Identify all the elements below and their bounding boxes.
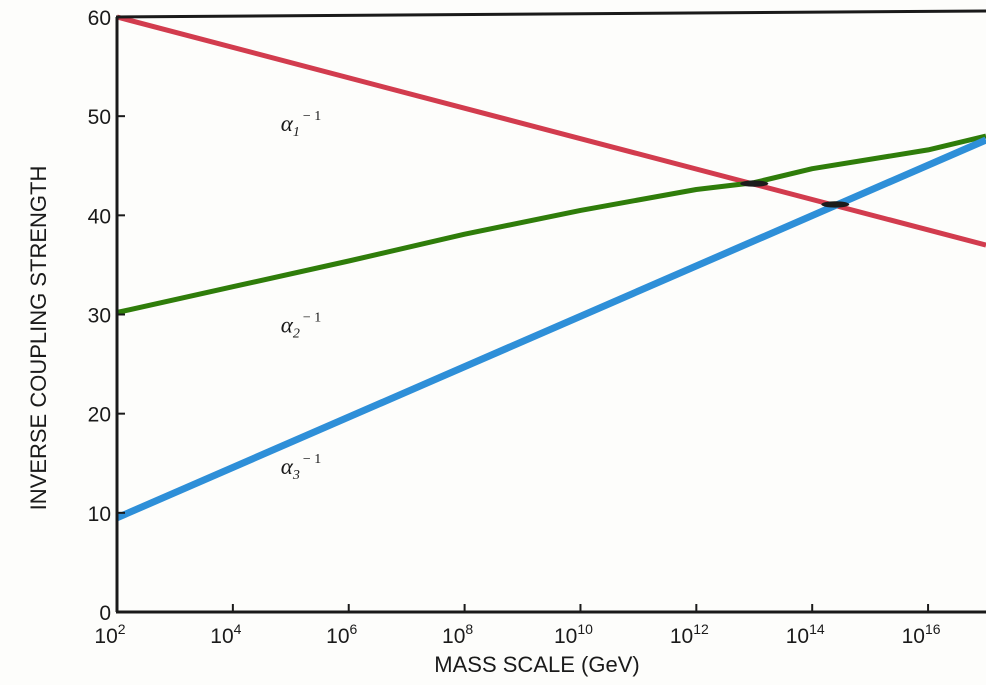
y-tick-label: 60 [88,7,111,30]
series-label-1: α1− 1 [281,109,321,140]
y-tick-label: 20 [88,404,111,427]
plot-frame [115,9,986,614]
y-tick-label: 0 [99,602,111,625]
x-axis-title: MASS SCALE (GeV) [434,652,639,677]
tick-layer: 0 10 20 30 40 50 60 102 104 106 108 1010 1012 1014 101… [88,7,941,648]
x-tick-label: 1012 [670,621,709,648]
series-layer [115,14,986,522]
top-border-line [115,9,986,19]
x-tick-label: 108 [442,621,473,648]
y-tick-label: 50 [88,106,111,129]
x-tick-label: 1010 [554,621,593,648]
series-label-3: α3− 1 [281,452,321,483]
intersection-marker-1 [740,180,769,187]
series-label-layer: α1− 1 α2− 1 α3− 1 [281,109,321,483]
x-tick-label: 102 [94,621,125,648]
x-tick-label: 1016 [902,621,941,648]
series-line-2 [116,133,986,315]
x-tick-label: 104 [210,621,241,648]
x-tick-label: 106 [326,621,357,648]
y-axis-title: INVERSE COUPLING STRENGTH [26,166,51,511]
marker-layer [740,180,850,208]
x-tick-label: 1014 [786,621,825,648]
series-line-1 [116,14,986,248]
y-tick-label: 10 [88,503,111,526]
series-line-3 [115,136,986,522]
intersection-marker-2 [821,201,850,208]
y-tick-label: 40 [88,205,111,228]
y-tick-label: 30 [88,305,111,328]
series-label-2: α2− 1 [281,310,321,341]
